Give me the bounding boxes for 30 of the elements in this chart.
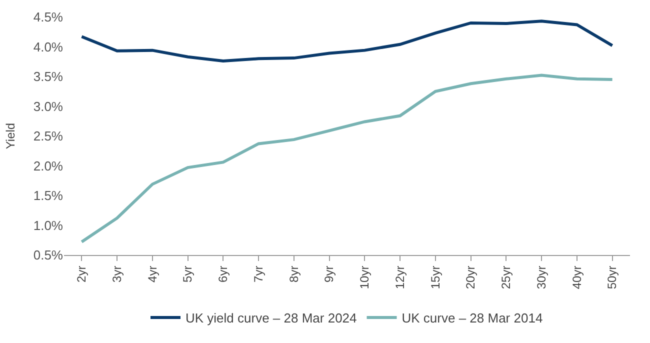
x-tick-label: 2yr [74,266,89,282]
y-tick-label: 0.5% [33,248,64,263]
y-tick-label: 3.0% [33,98,64,114]
line-series [80,74,614,244]
x-tick-label: 3yr [110,266,124,282]
x-tick-label: 12yr [392,266,407,290]
x-tick-label: 25yr [499,266,514,290]
x-tick-label: 8yr [286,266,301,282]
y-tick-label: 2.5% [33,128,64,144]
x-tick-label: 50yr [605,266,620,290]
x-tick-label: 4yr [145,266,160,282]
x-tick-label: 40yr [570,266,584,290]
x-tick-label: 20yr [464,266,478,290]
line-series [80,20,614,63]
x-tick-label: 30yr [534,266,548,290]
x-tick-label: 9yr [322,266,336,282]
x-tick-label: 15yr [428,266,442,290]
y-tick-label: 1.0% [33,218,64,233]
x-tick-label: 6yr [216,266,230,282]
x-tick-label: 7yr [251,266,266,282]
legend-label: UK curve – 28 Mar 2014 [402,310,543,326]
y-tick-label: 1.5% [33,188,64,204]
legend-label: UK yield curve – 28 Mar 2024 [186,310,357,326]
y-tick-label: 2.0% [33,158,64,174]
x-tick-label: 5yr [180,266,195,282]
y-tick-label: 4.0% [33,39,64,54]
y-tick-label: 3.5% [33,69,64,84]
y-axis-title: Yield [4,122,18,150]
y-tick-label: 4.5% [33,10,64,25]
x-tick-label: 10yr [358,266,372,290]
